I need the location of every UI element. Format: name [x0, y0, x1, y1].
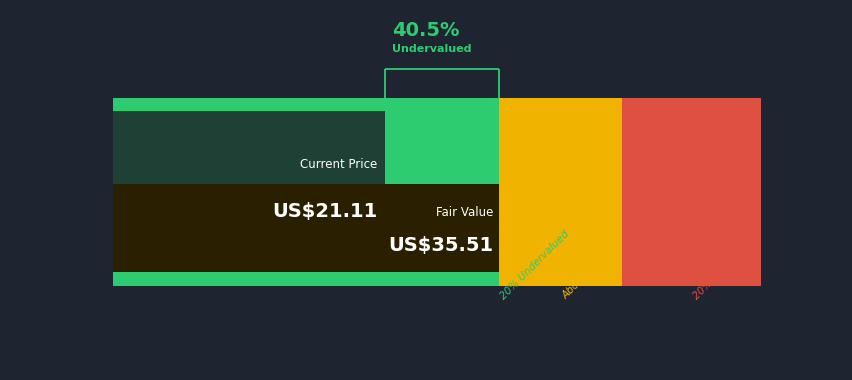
Bar — [113, 111, 385, 272]
Text: 40.5%: 40.5% — [391, 22, 459, 41]
Text: Undervalued: Undervalued — [391, 44, 471, 54]
Text: Fair Value: Fair Value — [435, 206, 492, 218]
Text: 20% Undervalued: 20% Undervalued — [498, 229, 571, 301]
Text: About Right: About Right — [560, 251, 610, 301]
Bar — [498, 98, 621, 285]
Text: US$35.51: US$35.51 — [388, 236, 492, 255]
Bar — [113, 98, 498, 285]
Bar — [113, 184, 498, 272]
Text: US$21.11: US$21.11 — [272, 202, 377, 221]
Bar — [621, 98, 760, 285]
Text: 20% Overvalued: 20% Overvalued — [691, 233, 758, 301]
Text: Current Price: Current Price — [300, 158, 377, 171]
